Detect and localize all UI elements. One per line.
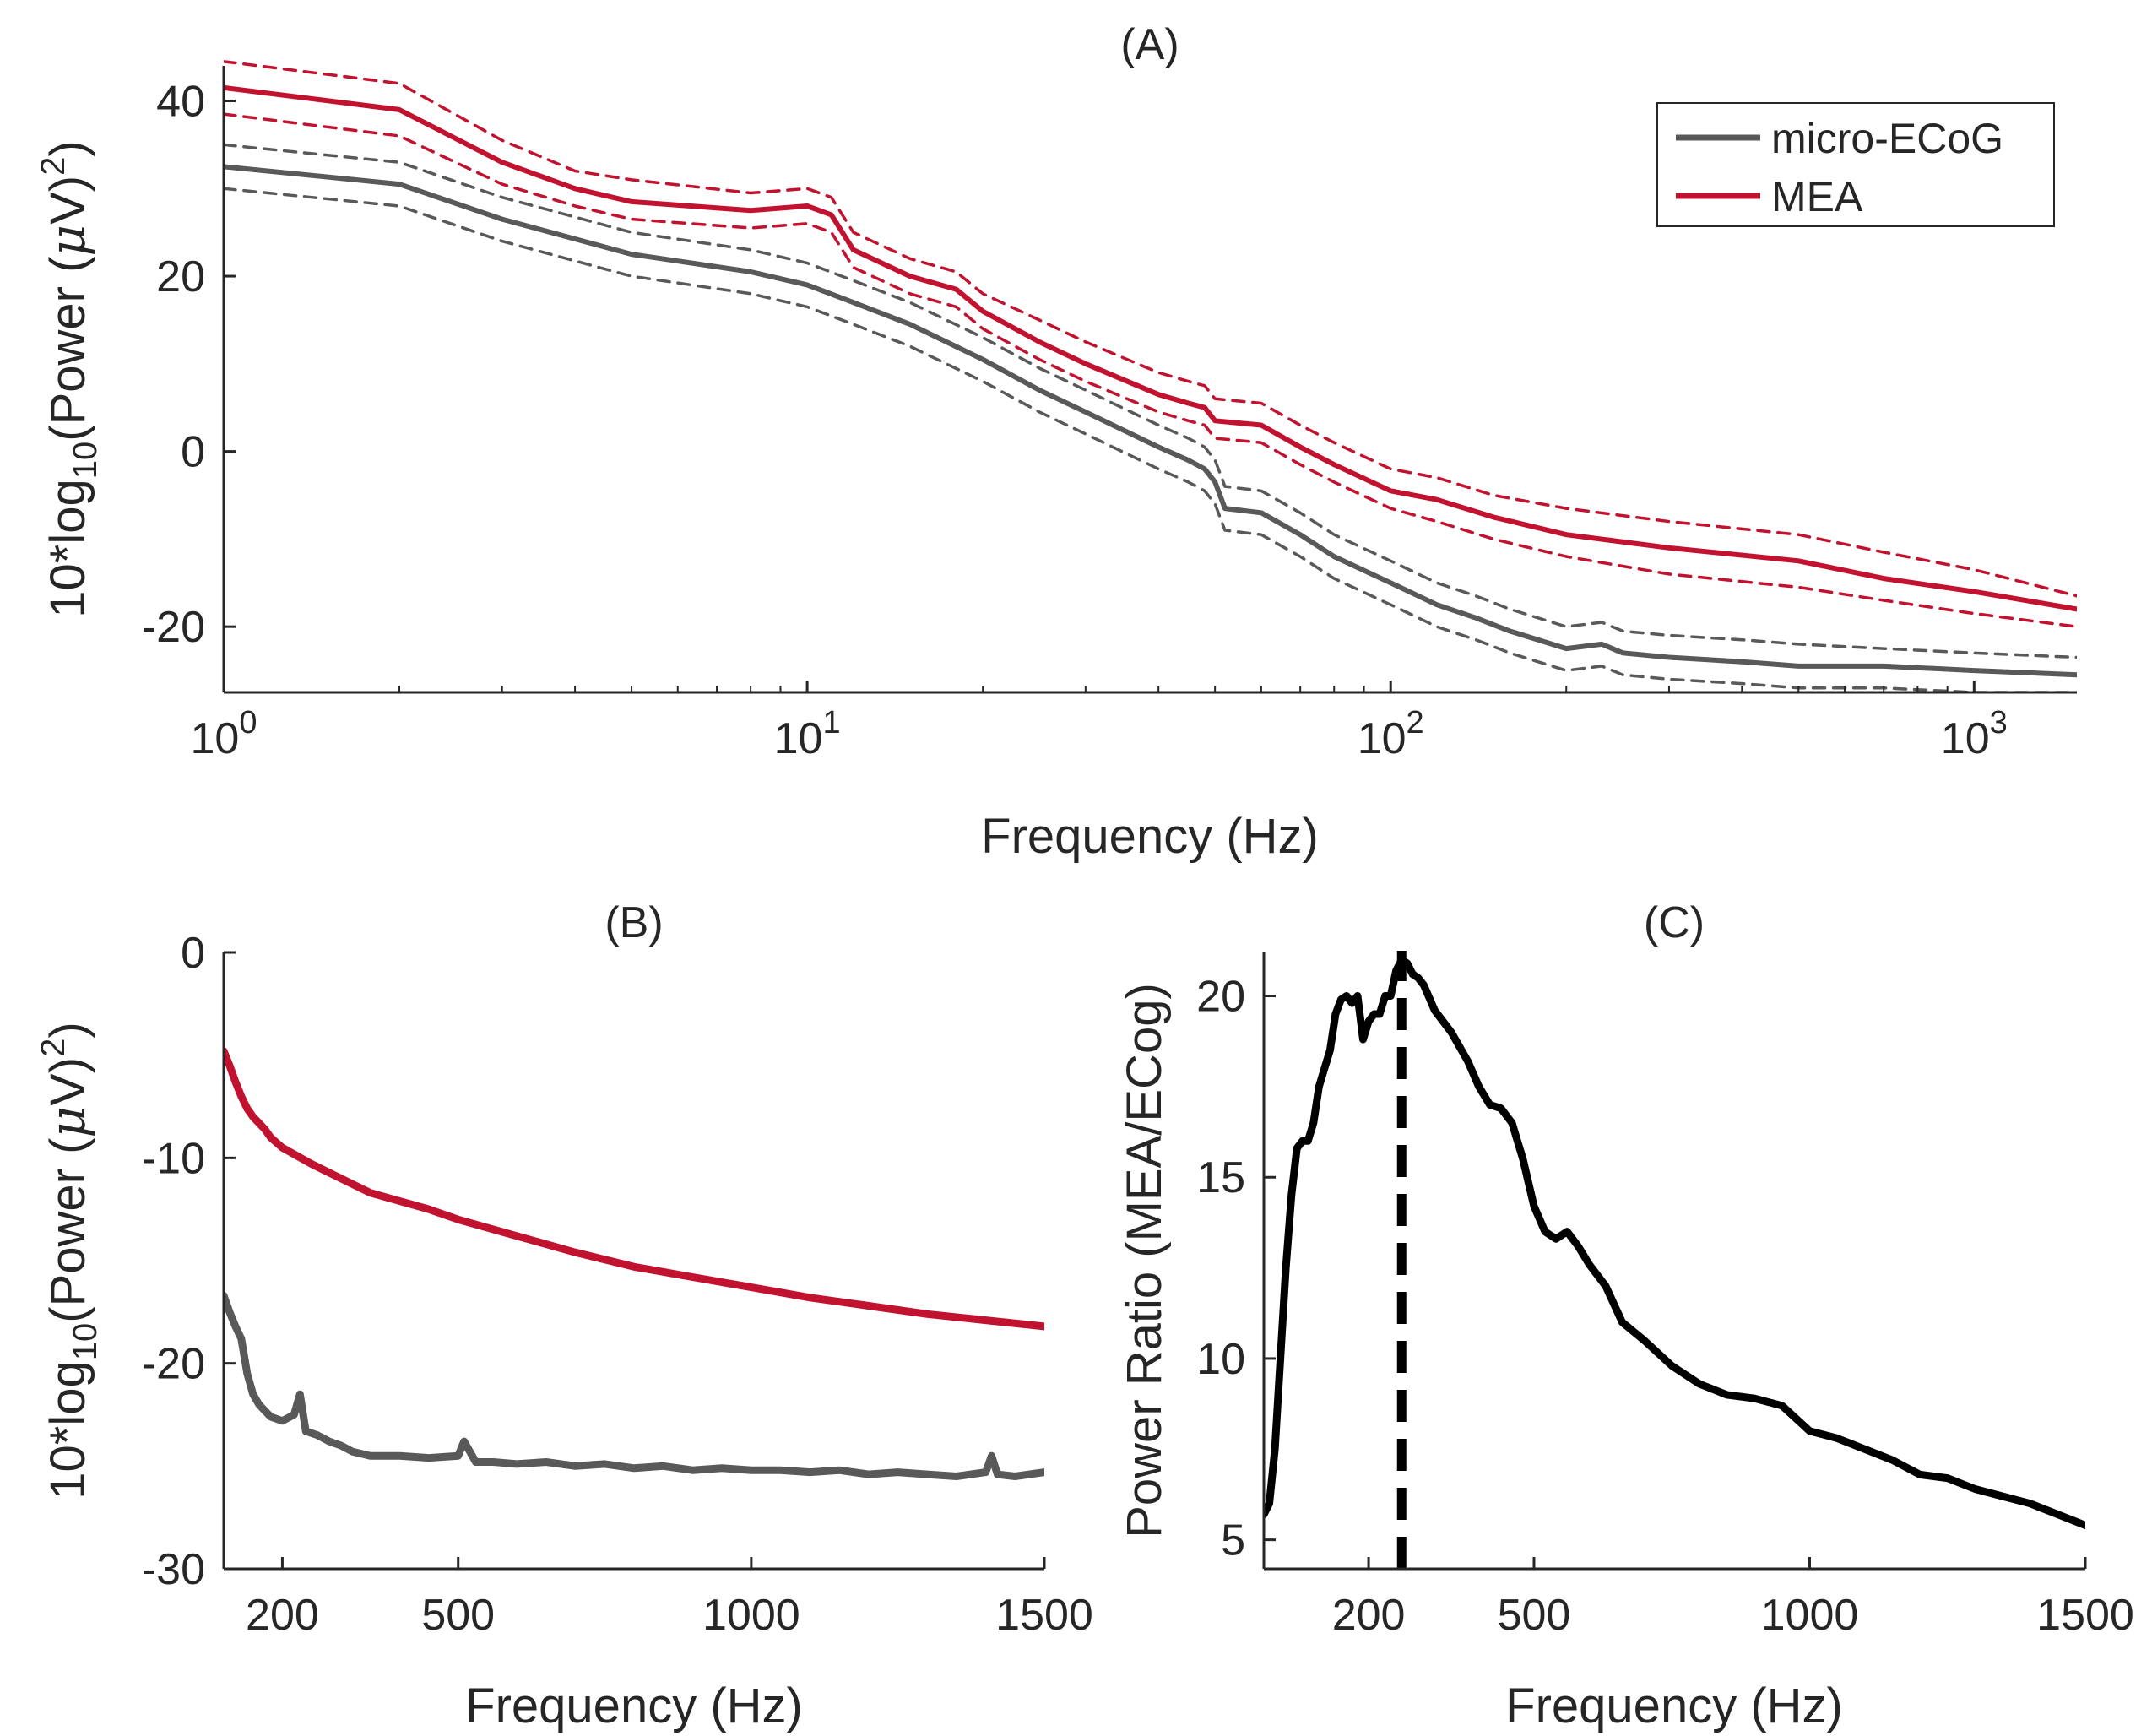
- x-tick-label: 101: [774, 705, 841, 763]
- y-label-subscript: 10: [67, 1323, 104, 1361]
- x-tick-label: 1000: [1761, 1591, 1859, 1640]
- series-line-mea: [224, 84, 2077, 612]
- legend-label-mea: MEA: [1771, 173, 1863, 220]
- panel-b-title: (B): [604, 898, 663, 947]
- panel-a-legend: micro-ECoG MEA: [1656, 102, 2055, 227]
- panel-c-x-label: Frequency (Hz): [1505, 1679, 1843, 1733]
- y-tick-label: -30: [142, 1545, 205, 1594]
- series-line-micro-ecog: [224, 164, 2077, 678]
- y-tick-label: 20: [156, 252, 205, 301]
- x-tick-label: 100: [191, 705, 257, 763]
- panel-c-y-label: Power Ratio (MEA/ECog): [1117, 983, 1172, 1538]
- series-line-mea-upper-bound: [224, 60, 2077, 598]
- y-label-prefix: 10*log: [41, 1360, 95, 1499]
- y-tick-label: 5: [1221, 1516, 1245, 1565]
- panel-a-y-label: 10*log10(Power (μV)2): [35, 140, 104, 617]
- x-tick-label: 1500: [995, 1591, 1093, 1640]
- y-tick-label: -20: [142, 603, 205, 652]
- y-label-superscript: 2: [35, 1039, 72, 1057]
- y-tick-label: 10: [1196, 1335, 1245, 1384]
- x-tick-label: 500: [1498, 1591, 1571, 1640]
- y-label-unit: V): [41, 176, 95, 225]
- panel-b: 200 500 1000 1500 -30 -20 -10 0 (B) Frequency …: [35, 898, 1093, 1733]
- y-label-prefix: 10*log: [41, 479, 95, 617]
- panel-a-plot-area: [224, 60, 2077, 692]
- y-tick-label: 0: [181, 929, 205, 978]
- series-line-micro-ecog: [224, 1291, 1044, 1480]
- y-tick-label: 40: [156, 78, 205, 127]
- series-line-micro-ecog-upper-bound: [224, 143, 2077, 659]
- y-label-superscript: 2: [35, 157, 72, 176]
- panel-c-y-ticks: 5 10 15 20: [1196, 973, 1276, 1565]
- y-tick-label: 15: [1196, 1153, 1245, 1202]
- panel-b-plot-area: [224, 1047, 1044, 1480]
- x-tick-label: 200: [1332, 1591, 1406, 1640]
- panel-a-x-label: Frequency (Hz): [981, 809, 1319, 864]
- y-tick-label: -20: [142, 1340, 205, 1389]
- x-tick-label: 200: [246, 1591, 319, 1640]
- panel-a-title: (A): [1120, 20, 1179, 69]
- y-label-unit: V): [41, 1057, 95, 1106]
- legend-label-micro-ecog: micro-ECoG: [1771, 115, 2003, 162]
- series-line-mea: [224, 1047, 1044, 1331]
- legend-box: [1656, 102, 2055, 227]
- panel-a-x-ticks: 100 101 102 103: [191, 681, 2008, 763]
- y-label-mu: μ: [39, 225, 96, 257]
- panel-b-y-label: 10*log10(Power (μV)2): [35, 1022, 104, 1499]
- x-tick-label: 500: [421, 1591, 495, 1640]
- y-label-middle: (Power (: [41, 257, 95, 442]
- series-line-power-ratio: [1264, 956, 2085, 1529]
- panel-a-y-ticks: -20 0 20 40: [142, 78, 236, 652]
- x-tick-label: 102: [1358, 705, 1424, 763]
- panel-c-title: (C): [1644, 898, 1705, 947]
- series-line-mea-lower-bound: [224, 112, 2077, 628]
- y-label-subscript: 10: [67, 442, 104, 480]
- series-line-micro-ecog-lower-bound: [224, 187, 2077, 692]
- panel-c: 200 500 1000 1500 5 10 15 20 (C) Frequency (Hz…: [1117, 898, 2134, 1733]
- panel-c-plot-area: [1264, 951, 2085, 1569]
- y-label-mu: μ: [39, 1106, 96, 1138]
- x-tick-label: 1500: [2036, 1591, 2134, 1640]
- y-tick-label: 0: [181, 428, 205, 477]
- y-tick-label: -10: [142, 1134, 205, 1183]
- y-label-suffix: ): [41, 1022, 95, 1038]
- panel-b-y-ticks: -30 -20 -10 0: [142, 929, 236, 1594]
- x-tick-label: 1000: [702, 1591, 800, 1640]
- y-label-suffix: ): [41, 140, 95, 156]
- panel-b-x-ticks: 200 500 1000 1500: [246, 1557, 1093, 1640]
- y-label-middle: (Power (: [41, 1138, 95, 1323]
- panel-c-x-ticks: 200 500 1000 1500: [1332, 1557, 2134, 1640]
- y-tick-label: 20: [1196, 973, 1245, 1022]
- panel-b-x-label: Frequency (Hz): [465, 1679, 803, 1733]
- x-tick-label: 103: [1941, 705, 2008, 763]
